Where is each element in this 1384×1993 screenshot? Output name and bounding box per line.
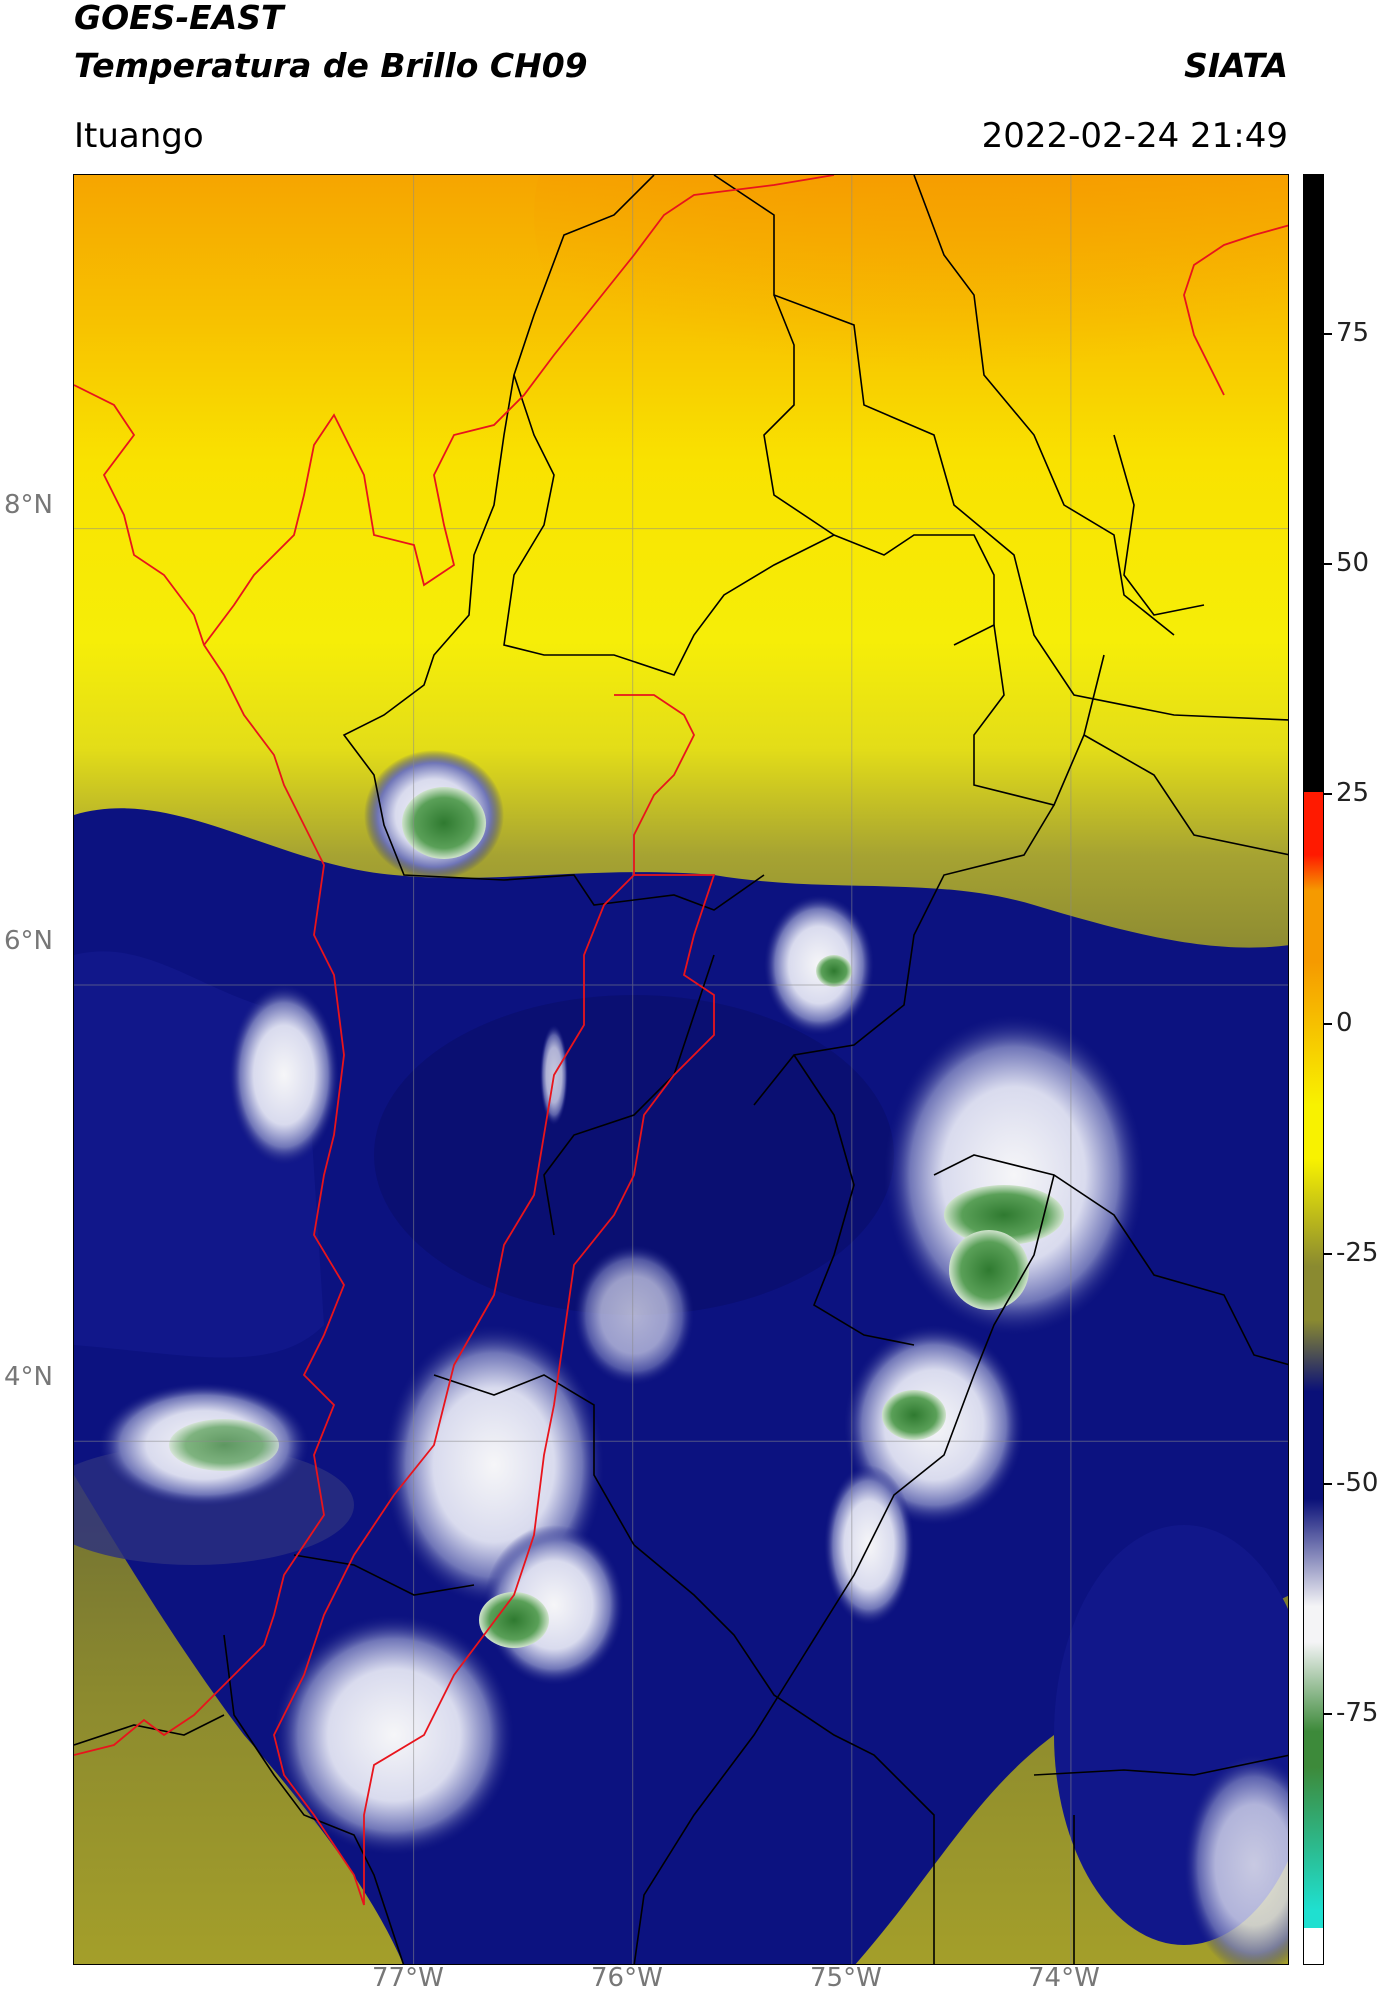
colorbar-tick-50 (1324, 563, 1332, 565)
lat-label-6N: 6°N (4, 926, 53, 956)
coastline (74, 175, 1288, 1906)
lat-label-4N: 4°N (4, 1362, 53, 1392)
timestamp-label: 2022-02-24 21:49 (981, 116, 1288, 156)
colorbar-tick-m25 (1324, 1253, 1332, 1255)
colorbar (1303, 174, 1324, 1965)
colorbar-label-m50: -50 (1336, 1468, 1379, 1498)
colorbar-label-m75: -75 (1336, 1698, 1379, 1728)
map-canvas (74, 175, 1288, 1964)
colorbar-label-25: 25 (1336, 778, 1370, 808)
satellite-map (73, 174, 1289, 1965)
colorbar-label-50: 50 (1336, 548, 1370, 578)
satellite-title: GOES-EAST (74, 0, 284, 37)
colorbar-tick-75 (1324, 333, 1332, 335)
warm-region (534, 175, 1288, 475)
lon-label-74W: 74°W (1028, 1963, 1100, 1993)
colorbar-label-m25: -25 (1336, 1238, 1379, 1268)
colorbar-tick-0 (1324, 1023, 1332, 1025)
cloud-tops (99, 750, 1288, 1964)
colorbar-label-75: 75 (1336, 318, 1370, 348)
region-label: Ituango (74, 116, 204, 156)
political-borders (74, 175, 1288, 1964)
coldest-tops (169, 787, 1064, 1648)
colorbar-tick-25 (1324, 793, 1332, 795)
colorbar-label-0: 0 (1336, 1008, 1353, 1038)
brand-label: SIATA (1184, 46, 1288, 85)
lat-label-8N: 8°N (4, 490, 53, 520)
lon-label-75W: 75°W (810, 1963, 882, 1993)
colorbar-tick-m75 (1324, 1713, 1332, 1715)
colorbar-tick-m50 (1324, 1483, 1332, 1485)
product-title: Temperatura de Brillo CH09 (74, 46, 588, 85)
gridlines (74, 175, 1288, 1964)
lon-label-76W: 76°W (591, 1963, 663, 1993)
lon-label-77W: 77°W (372, 1963, 444, 1993)
